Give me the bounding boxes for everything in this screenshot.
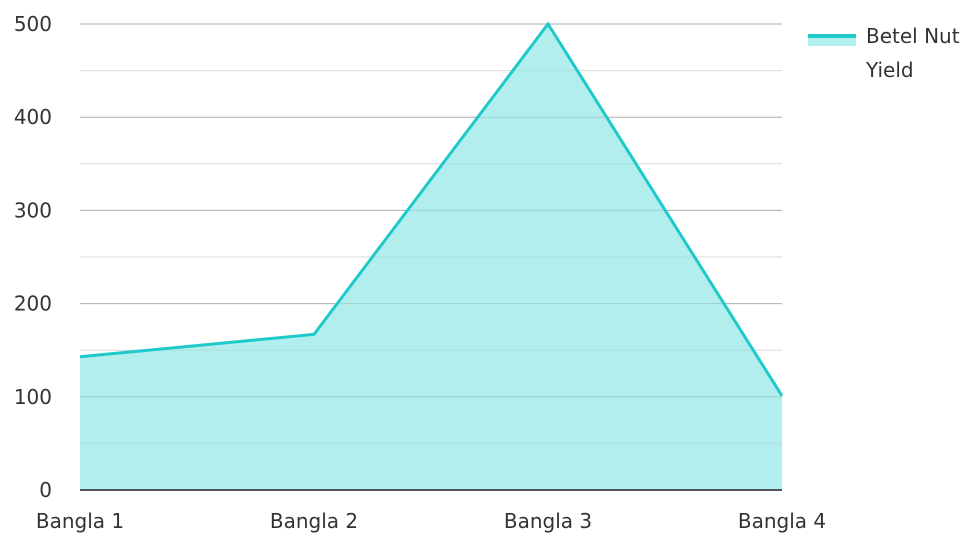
series-area-group — [79, 21, 784, 490]
y-tick-label: 500 — [14, 12, 52, 36]
y-tick-label: 200 — [14, 292, 52, 316]
x-tick-label: Bangla 3 — [504, 509, 592, 533]
series-area-fill — [80, 24, 782, 490]
legend-label-line-1: Betel Nut — [866, 24, 960, 48]
x-tick-label: Bangla 1 — [36, 509, 124, 533]
x-tick-label: Bangla 2 — [270, 509, 358, 533]
x-tick-label: Bangla 4 — [738, 509, 826, 533]
y-tick-label: 0 — [39, 478, 52, 502]
series-line — [79, 21, 784, 397]
y-tick-label: 100 — [14, 385, 52, 409]
legend-label-line-2: Yield — [865, 58, 914, 82]
y-tick-labels: 0 100 200 300 400 500 — [14, 12, 52, 502]
legend: Betel Nut Yield — [808, 24, 960, 82]
y-tick-label: 300 — [14, 198, 52, 222]
y-tick-label: 400 — [14, 105, 52, 129]
legend-swatch-fill — [808, 38, 856, 46]
x-tick-labels: Bangla 1 Bangla 2 Bangla 3 Bangla 4 — [36, 509, 826, 533]
